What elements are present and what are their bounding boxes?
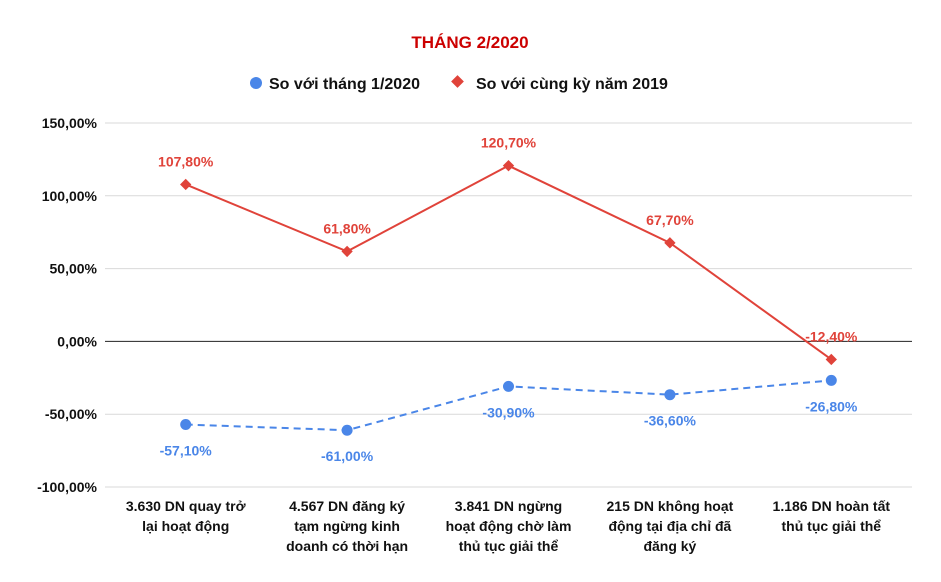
chart-title: THÁNG 2/2020 bbox=[411, 33, 528, 52]
data-point bbox=[502, 160, 515, 172]
x-tick-label: 1.186 DN hoàn tất thủ tục giải thể bbox=[773, 498, 891, 534]
y-tick-label: -100,00% bbox=[37, 479, 97, 495]
data-point bbox=[825, 353, 837, 366]
gridlines bbox=[105, 122, 912, 488]
y-tick-label: 150,00% bbox=[42, 115, 98, 131]
data-point bbox=[180, 419, 192, 431]
y-axis-ticks: 150,00% 100,00% 50,00% 0,00% -50,00% -100,00% bbox=[37, 115, 97, 495]
data-label: -57,10% bbox=[160, 443, 213, 459]
data-point bbox=[503, 380, 514, 392]
data-label: 61,80% bbox=[323, 220, 371, 236]
data-label: -61,00% bbox=[321, 448, 374, 464]
data-label: 67,70% bbox=[646, 212, 694, 228]
x-tick-label: 3.841 DN ngừng hoạt động chờ làm thủ tục g… bbox=[446, 498, 572, 554]
legend: So với tháng 1/2020 So với cùng kỳ năm 2… bbox=[250, 75, 668, 93]
data-point bbox=[341, 424, 353, 436]
legend-label-series-1: So với tháng 1/2020 bbox=[269, 76, 420, 93]
data-label: -30,90% bbox=[482, 404, 535, 420]
y-tick-label: 0,00% bbox=[57, 333, 97, 349]
y-tick-label: 50,00% bbox=[50, 261, 98, 277]
data-label: 120,70% bbox=[481, 135, 537, 151]
series-layer bbox=[180, 160, 837, 436]
data-point bbox=[825, 374, 837, 386]
x-tick-label: 3.630 DN quay trở lại hoạt động bbox=[126, 498, 246, 534]
legend-label-series-2: So với cùng kỳ năm 2019 bbox=[476, 76, 668, 93]
x-tick-label: 215 DN không hoạt động tại địa chỉ đã đăng… bbox=[607, 498, 734, 554]
x-axis-ticks: 3.630 DN quay trở lại hoạt động 4.567 DN đ… bbox=[126, 498, 891, 554]
data-point bbox=[341, 245, 353, 258]
y-tick-label: 100,00% bbox=[42, 188, 98, 204]
data-label: -36,60% bbox=[644, 413, 697, 429]
data-label: 107,80% bbox=[158, 153, 214, 169]
data-point bbox=[664, 237, 676, 249]
data-point bbox=[664, 389, 676, 401]
x-tick-label: 4.567 DN đăng ký tạm ngừng kinh doanh có t… bbox=[286, 498, 408, 554]
data-label: -12,40% bbox=[805, 328, 858, 344]
legend-marker-series-1 bbox=[250, 77, 262, 89]
series-line-2 bbox=[185, 164, 832, 361]
y-tick-label: -50,00% bbox=[45, 406, 98, 422]
data-labels: -57,10% -61,00% -30,90% -36,60% -26,80% 107,8… bbox=[158, 135, 858, 465]
data-point bbox=[180, 178, 192, 191]
legend-marker-series-2 bbox=[451, 75, 464, 88]
data-label: -26,80% bbox=[805, 398, 858, 414]
